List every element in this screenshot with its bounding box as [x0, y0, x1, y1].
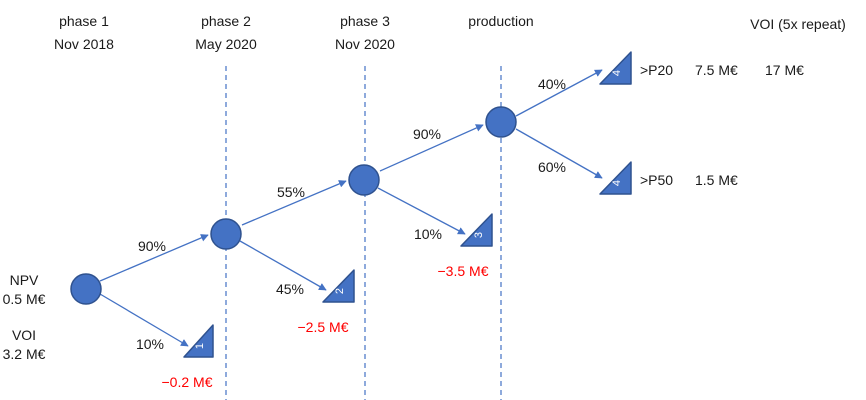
- edge-phase2-to-terminal2: [239, 240, 327, 291]
- phase-2-name: phase 2: [201, 13, 251, 29]
- terminal-p50-label: >P50: [640, 172, 673, 188]
- edge-production-to-p20: [515, 69, 603, 117]
- phase-3-date: Nov 2020: [335, 36, 395, 52]
- prob-phase2-fail: 45%: [276, 281, 304, 297]
- terminal-3-value: −3.5 M€: [438, 263, 489, 279]
- phase-3-name: phase 3: [340, 13, 390, 29]
- prob-phase3-fail: 10%: [414, 226, 442, 242]
- terminal-p20-label: >P20: [640, 62, 673, 78]
- terminal-p20-number: 4: [611, 70, 623, 76]
- edge-production-to-p50: [515, 128, 603, 179]
- terminal-3-triangle: [460, 213, 493, 247]
- terminal-1-number: 1: [194, 343, 206, 349]
- terminal-2-value: −2.5 M€: [298, 319, 349, 335]
- terminal-p20-value: 7.5 M€: [695, 62, 738, 78]
- edge-root-to-terminal1: [99, 293, 189, 347]
- phase3-chance-node: [348, 164, 380, 196]
- root-npv-value: 0.5 M€: [3, 291, 46, 307]
- terminal-2-number: 2: [334, 288, 346, 294]
- root-chance-node: [70, 273, 102, 305]
- phase2-chance-node: [210, 218, 242, 250]
- terminal-p50-number: 4: [611, 180, 623, 186]
- prob-phase1-success: 90%: [138, 238, 166, 254]
- edge-phase3-to-terminal3: [377, 187, 466, 235]
- root-npv-label: NPV: [10, 272, 39, 288]
- prob-phase2-success: 55%: [277, 184, 305, 200]
- phase-production-name: production: [468, 13, 533, 29]
- edge-phase2-to-phase3: [241, 180, 347, 226]
- edge-phase3-to-production: [379, 124, 484, 172]
- prob-production-low: 60%: [538, 159, 566, 175]
- terminal-p50-triangle: [599, 161, 632, 195]
- prob-production-high: 40%: [538, 76, 566, 92]
- prob-phase1-fail: 10%: [136, 336, 164, 352]
- phase-2-date: May 2020: [195, 36, 257, 52]
- root-voi-label: VOI: [12, 327, 36, 343]
- terminal-3-number: 3: [473, 232, 485, 238]
- prob-phase3-success: 90%: [413, 126, 441, 142]
- terminal-2-triangle: [322, 269, 355, 303]
- edge-root-to-phase2: [99, 234, 209, 282]
- terminal-p20-voi: 17 M€: [765, 62, 804, 78]
- terminal-p20-triangle: [599, 51, 632, 85]
- phase-1-name: phase 1: [59, 13, 109, 29]
- voi-header: VOI (5x repeat): [750, 16, 846, 32]
- root-voi-value: 3.2 M€: [3, 346, 46, 362]
- terminal-1-value: −0.2 M€: [162, 374, 213, 390]
- terminal-1-triangle: [183, 324, 214, 358]
- production-chance-node: [485, 106, 517, 138]
- terminal-p50-value: 1.5 M€: [695, 172, 738, 188]
- phase-1-date: Nov 2018: [54, 36, 114, 52]
